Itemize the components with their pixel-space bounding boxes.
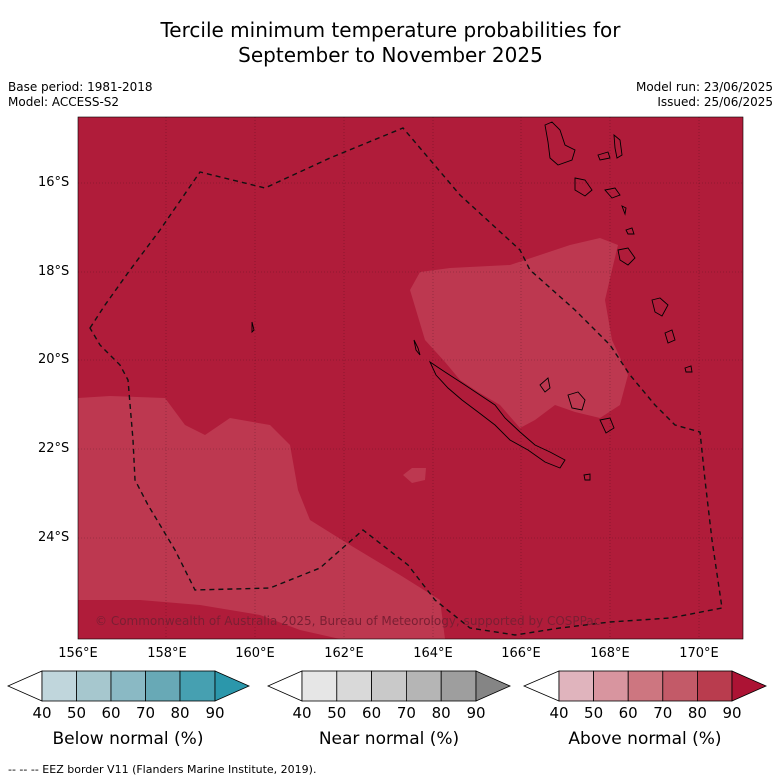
legend-tick: 60 bbox=[618, 704, 638, 722]
lat-label: 16°S bbox=[38, 175, 70, 190]
meta-right: Model run: 23/06/2025 Issued: 25/06/2025 bbox=[636, 80, 773, 110]
legend-title-above: Above normal (%) bbox=[568, 729, 722, 749]
probability-region-east bbox=[410, 238, 628, 428]
loyalty-ouvea bbox=[539, 377, 551, 393]
legend-tick: 40 bbox=[549, 704, 569, 722]
legend-tick: 90 bbox=[466, 704, 486, 722]
vanuatu-ambae bbox=[597, 151, 611, 161]
legend-tick: 90 bbox=[205, 704, 225, 722]
probability-region-west bbox=[78, 396, 445, 639]
vanuatu-epi bbox=[604, 187, 621, 199]
model-run: Model run: 23/06/2025 bbox=[635, 80, 773, 94]
model-name: Model: ACCESS-S2 bbox=[8, 95, 120, 109]
vanuatu-efate bbox=[617, 247, 636, 266]
loyalty-mare bbox=[599, 417, 615, 434]
lat-label: 24°S bbox=[38, 530, 70, 545]
vanuatu-small-3 bbox=[684, 365, 693, 373]
gridlines bbox=[78, 117, 743, 639]
legend-tick: 60 bbox=[101, 704, 121, 722]
copyright-text: © Commonwealth of Australia 2025, Bureau… bbox=[95, 614, 601, 628]
lat-label: 20°S bbox=[38, 352, 70, 367]
loyalty-lifou bbox=[567, 391, 586, 411]
lat-label: 18°S bbox=[38, 264, 70, 279]
legend-tick: 50 bbox=[584, 704, 604, 722]
lon-label: 170°E bbox=[679, 646, 719, 661]
legend-tick: 40 bbox=[32, 704, 52, 722]
base-period: Base period: 1981-2018 bbox=[8, 80, 153, 94]
legend-tick: 70 bbox=[653, 704, 673, 722]
lon-label: 156°E bbox=[58, 646, 98, 661]
lon-label: 164°E bbox=[413, 646, 453, 661]
lat-label: 22°S bbox=[38, 441, 70, 456]
legend-tick: 90 bbox=[722, 704, 742, 722]
legend-tick: 70 bbox=[396, 704, 416, 722]
meta-left: Base period: 1981-2018 Model: ACCESS-S2 bbox=[8, 80, 153, 110]
vanuatu-tanna bbox=[651, 297, 669, 317]
lon-label: 158°E bbox=[147, 646, 187, 661]
vanuatu-small-2 bbox=[625, 227, 635, 235]
eez-footnote: -- -- -- EEZ border V11 (Flanders Marine… bbox=[8, 763, 317, 776]
legend-title-below: Below normal (%) bbox=[52, 729, 204, 749]
vanuatu-espiritu bbox=[544, 121, 576, 166]
legend-title-near: Near normal (%) bbox=[318, 729, 460, 749]
vanuatu-anatom bbox=[664, 329, 676, 344]
legend-tick: 50 bbox=[327, 704, 347, 722]
title-line-1: Tercile minimum temperature probabilitie… bbox=[160, 18, 621, 42]
new-caledonia bbox=[428, 360, 566, 469]
issued-date: Issued: 25/06/2025 bbox=[657, 95, 773, 109]
title-line-2: September to November 2025 bbox=[238, 43, 543, 67]
legend-near bbox=[267, 670, 511, 702]
vanuatu-pentecost bbox=[613, 133, 623, 159]
lon-label: 162°E bbox=[324, 646, 364, 661]
legend-above bbox=[522, 670, 767, 702]
belep-islands bbox=[413, 339, 421, 356]
isle-of-pines bbox=[583, 473, 591, 481]
eez-border bbox=[89, 127, 723, 636]
legend-tick: 80 bbox=[170, 704, 190, 722]
coastlines bbox=[251, 121, 693, 481]
legend-tick: 70 bbox=[135, 704, 156, 722]
legend-below bbox=[7, 670, 250, 702]
lon-label: 166°E bbox=[501, 646, 541, 661]
page-title: Tercile minimum temperature probabilitie… bbox=[0, 18, 781, 68]
legend-tick: 80 bbox=[431, 704, 451, 722]
legend-tick: 50 bbox=[66, 704, 87, 722]
lon-label: 168°E bbox=[590, 646, 630, 661]
vanuatu-malekula bbox=[574, 177, 593, 197]
vanuatu-small-1 bbox=[621, 205, 627, 216]
legend-tick: 40 bbox=[292, 704, 312, 722]
lon-label: 160°E bbox=[235, 646, 275, 661]
legend-tick: 80 bbox=[687, 704, 707, 722]
chesterfield bbox=[251, 321, 255, 334]
probability-region-small bbox=[403, 468, 426, 483]
legend-tick: 60 bbox=[362, 704, 382, 722]
